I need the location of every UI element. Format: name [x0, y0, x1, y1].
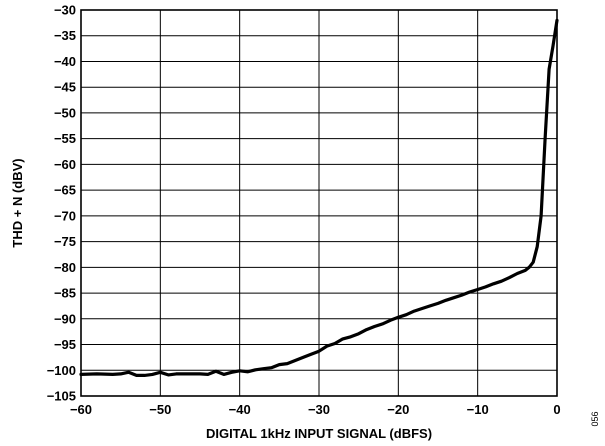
y-tick-label: −60: [54, 157, 76, 172]
x-tick-label: 0: [553, 402, 560, 417]
y-tick-label: −40: [54, 54, 76, 69]
figure-id: 056: [590, 411, 600, 426]
plot-frame: [80, 9, 558, 397]
y-tick-label: −75: [54, 234, 76, 249]
x-tick-label: −30: [308, 402, 330, 417]
y-tick-label: −105: [47, 389, 76, 404]
x-tick-label: −10: [467, 402, 489, 417]
y-tick-label: −80: [54, 260, 76, 275]
y-tick-label: −100: [47, 363, 76, 378]
x-tick-label: −50: [149, 402, 171, 417]
x-tick-label: −60: [70, 402, 92, 417]
y-axis-title: THD + N (dBV): [10, 158, 25, 247]
x-tick-label: −40: [229, 402, 251, 417]
y-tick-label: −85: [54, 286, 76, 301]
grid-lines: [80, 9, 558, 397]
y-tick-label: −55: [54, 131, 76, 146]
x-axis-title: DIGITAL 1kHz INPUT SIGNAL (dBFS): [206, 426, 432, 441]
y-tick-label: −35: [54, 28, 76, 43]
y-tick-label: −45: [54, 80, 76, 95]
x-axis-tick-labels: −60 −50 −40 −30 −20 −10 0: [70, 402, 561, 417]
y-tick-label: −70: [54, 208, 76, 223]
y-axis-tick-labels: −30 −35 −40 −45 −50 −55 −60 −65 −70 −75 −80 −85 −90 −…: [47, 3, 76, 404]
x-tick-label: −20: [387, 402, 409, 417]
y-tick-label: −50: [54, 105, 76, 120]
y-tick-label: −95: [54, 337, 76, 352]
thd-n-curve: [79, 18, 559, 377]
y-tick-label: −30: [54, 3, 76, 18]
y-tick-label: −90: [54, 311, 76, 326]
y-tick-label: −65: [54, 183, 76, 198]
